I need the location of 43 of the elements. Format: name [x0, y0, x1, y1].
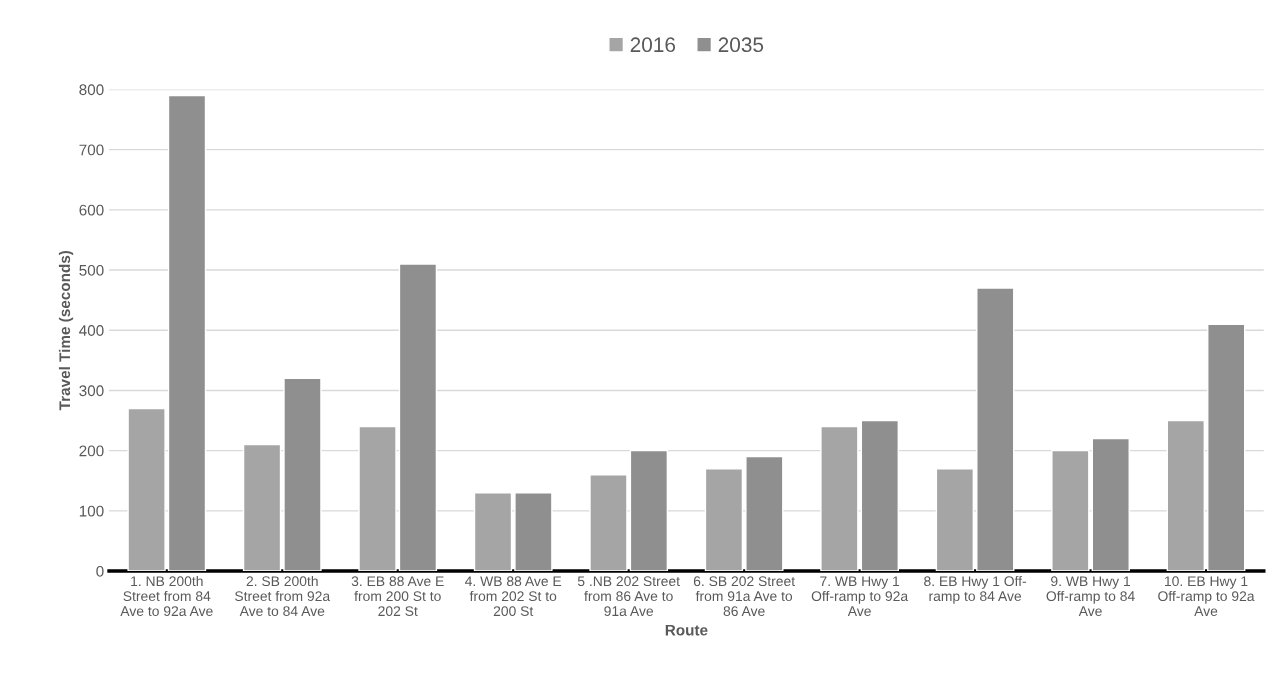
bar — [167, 94, 207, 572]
y-tick-label: 400 — [79, 325, 104, 336]
bar — [127, 407, 166, 572]
bar — [1051, 449, 1090, 572]
bar — [745, 455, 784, 572]
y-tick-label: 300 — [79, 385, 104, 397]
bar — [935, 468, 975, 572]
bar — [514, 492, 553, 572]
bar — [1166, 419, 1205, 572]
legend-label: 2016 — [630, 37, 676, 53]
bar — [242, 443, 282, 572]
x-tick-label: 10. EB Hwy 1 Off-ramp to 92a Ave — [1158, 576, 1255, 617]
y-axis-title: Travel Time (seconds) — [58, 250, 74, 411]
x-tick-label: 1. NB 200th Street from 84 Ave to 92a Ave — [120, 575, 213, 617]
x-tick-label: 7. WB Hwy 1 Off-ramp to 92a Ave — [811, 576, 909, 617]
bar — [820, 425, 859, 572]
x-tick-label: 6. SB 202 Street from 91a Ave to 86 Ave — [693, 576, 795, 617]
y-tick-label: 800 — [79, 84, 104, 96]
x-tick-label: 9. WB Hwy 1 Off-ramp to 84 Ave — [1046, 576, 1135, 617]
bar — [976, 287, 1015, 572]
bar — [589, 474, 628, 572]
bar — [1091, 437, 1130, 572]
y-tick-label: 700 — [79, 144, 104, 156]
legend-label: 2035 — [718, 37, 764, 53]
y-tick-label: 500 — [79, 264, 104, 276]
bar — [629, 449, 669, 572]
bar — [1207, 323, 1246, 572]
y-tick-label: 100 — [79, 505, 104, 517]
x-tick-label: 5 .NB 202 Street from 86 Ave to 91a Ave — [577, 576, 680, 617]
bar — [398, 263, 438, 572]
x-tick-label: 3. EB 88 Ave E from 200 St to 202 St — [351, 576, 444, 617]
bar — [283, 377, 322, 572]
y-tick-label: 200 — [79, 445, 104, 457]
x-tick-label: 2. SB 200th Street from 92a Ave to 84 Ave — [235, 575, 331, 617]
x-axis-title: Route — [665, 624, 708, 636]
bar — [704, 468, 744, 572]
x-tick-label: 8. EB Hwy 1 Off- ramp to 84 Ave — [924, 575, 1027, 604]
x-tick-label: 4. WB 88 Ave E from 202 St to 200 St — [465, 576, 562, 617]
y-tick-label: 600 — [79, 204, 104, 216]
bar — [358, 425, 397, 572]
y-tick-label: 0 — [96, 565, 104, 577]
bar — [473, 492, 513, 572]
bar — [860, 419, 899, 572]
